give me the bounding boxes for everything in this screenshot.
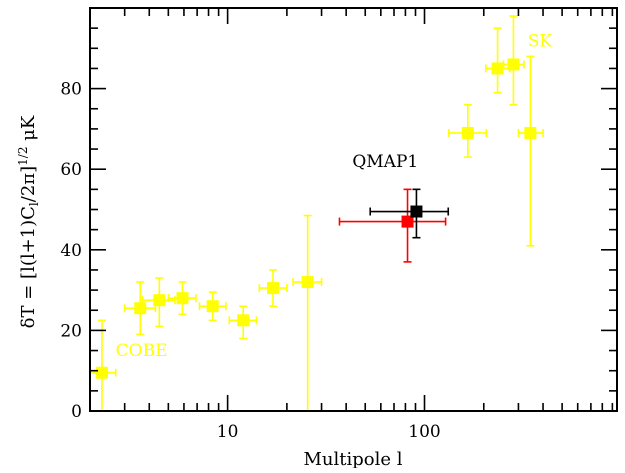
data-point <box>258 269 288 308</box>
point-marker <box>237 314 250 327</box>
y-tick-label: 60 <box>60 160 82 180</box>
data-point <box>448 103 488 158</box>
y-axis-title: δT = [l(l+1)Cl/2π]1/2 μK <box>16 115 41 328</box>
point-marker <box>134 302 147 315</box>
point-marker <box>206 300 219 313</box>
point-marker <box>301 276 314 289</box>
data-point <box>485 27 511 94</box>
data-point <box>198 291 227 322</box>
point-marker <box>95 366 108 379</box>
point-marker <box>401 215 414 228</box>
annotation-label: SK <box>528 31 553 51</box>
data-point <box>167 281 197 316</box>
point-marker <box>176 292 189 305</box>
y-tick-label: 80 <box>60 80 82 100</box>
y-tick-label: 20 <box>60 321 82 341</box>
point-marker <box>410 205 423 218</box>
data-point <box>369 188 450 239</box>
plot-frame <box>89 7 618 412</box>
y-tick-label: 0 <box>71 402 82 422</box>
point-marker <box>461 126 474 139</box>
data-point <box>338 188 447 263</box>
x-tick-label: 100 <box>408 422 440 442</box>
annotation-label: QMAP1 <box>352 152 418 172</box>
x-tick-label: 10 <box>217 422 239 442</box>
point-marker <box>524 126 537 139</box>
data-point <box>502 15 525 106</box>
data-point <box>292 214 323 412</box>
point-marker <box>266 282 279 295</box>
data-point <box>123 281 157 336</box>
data-point <box>228 305 258 340</box>
x-axis-title: Multipole l <box>303 449 402 468</box>
data-point <box>517 55 544 247</box>
data-point <box>89 319 117 412</box>
data-point <box>141 277 176 328</box>
annotation-label: COBE <box>116 341 168 361</box>
point-marker <box>153 294 166 307</box>
point-marker <box>491 62 504 75</box>
y-tick-label: 40 <box>60 241 82 261</box>
point-marker <box>507 58 520 71</box>
